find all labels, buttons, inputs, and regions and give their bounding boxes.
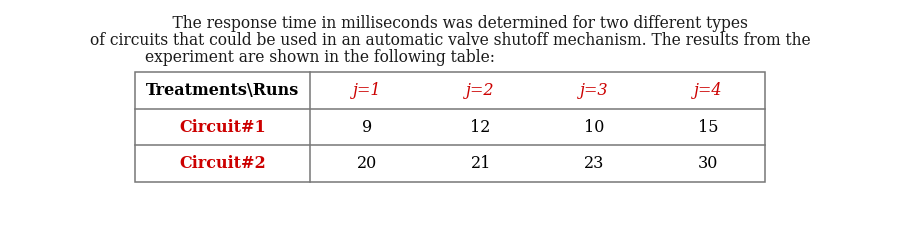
Text: 15: 15 <box>698 118 718 136</box>
Text: 12: 12 <box>471 118 491 136</box>
Text: of circuits that could be used in an automatic valve shutoff mechanism. The resu: of circuits that could be used in an aut… <box>90 32 810 49</box>
Text: j=3: j=3 <box>580 82 608 99</box>
Bar <box>135 72 765 182</box>
Text: 20: 20 <box>356 155 377 172</box>
Text: The response time in milliseconds was determined for two different types: The response time in milliseconds was de… <box>153 15 747 32</box>
Text: 21: 21 <box>471 155 491 172</box>
Text: 10: 10 <box>584 118 605 136</box>
Text: j=2: j=2 <box>466 82 495 99</box>
Text: j=4: j=4 <box>694 82 723 99</box>
Text: 23: 23 <box>584 155 605 172</box>
Text: Circuit#2: Circuit#2 <box>179 155 266 172</box>
Text: Treatments\Runs: Treatments\Runs <box>146 82 299 99</box>
Text: 30: 30 <box>698 155 718 172</box>
Text: 9: 9 <box>362 118 372 136</box>
Text: Circuit#1: Circuit#1 <box>179 118 266 136</box>
Text: experiment are shown in the following table:: experiment are shown in the following ta… <box>145 49 495 66</box>
Text: j=1: j=1 <box>353 82 381 99</box>
